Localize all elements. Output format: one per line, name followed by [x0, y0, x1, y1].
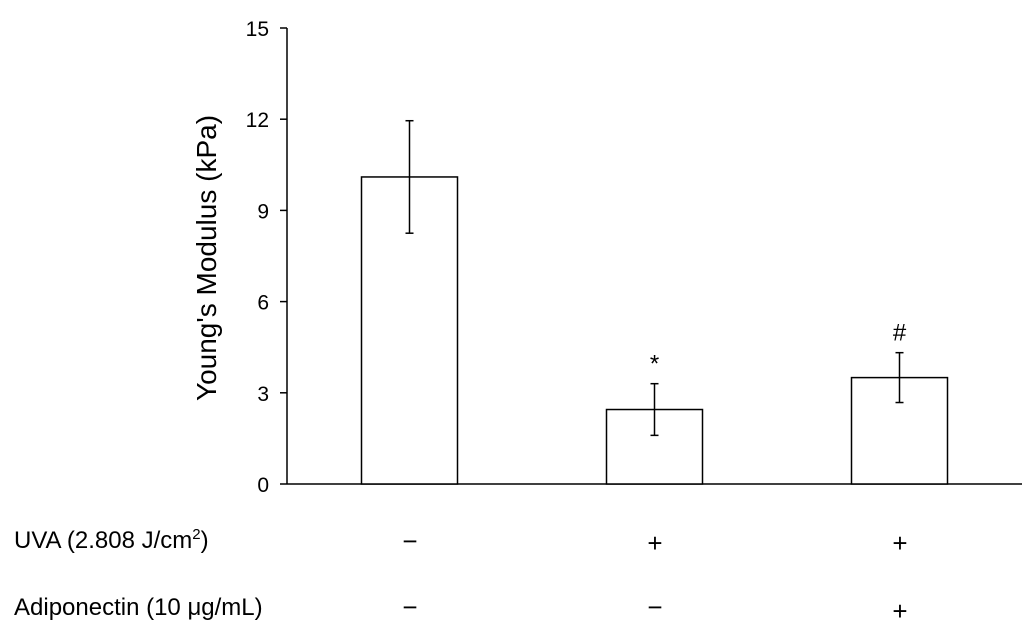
uva-label-superscript: 2 — [192, 526, 201, 543]
adiponectin-sign-uva: − — [647, 592, 663, 622]
y-tick-label: 0 — [257, 474, 269, 497]
annotations: *# — [650, 320, 907, 378]
y-axis-title: Young's Modulus (kPa) — [191, 115, 222, 401]
significance-marker: # — [893, 320, 907, 347]
y-tick-label: 9 — [257, 200, 269, 223]
uva-label-suffix: ) — [200, 527, 209, 554]
adiponectin-sign-control: − — [402, 592, 418, 622]
uva-label-text: UVA (2.808 J/cm — [14, 527, 193, 554]
adiponectin-sign-uva-adiponectin: + — [892, 596, 908, 626]
significance-marker: * — [650, 351, 659, 378]
uva-sign-control: − — [402, 526, 418, 556]
uva-sign-uva-adiponectin: + — [892, 528, 908, 558]
y-tick-label: 3 — [257, 383, 269, 406]
y-tick-label: 15 — [246, 18, 269, 41]
uva-sign-uva: + — [647, 528, 663, 558]
y-tick-label: 12 — [246, 109, 269, 132]
y-tick-label: 6 — [257, 292, 269, 315]
error-bars — [405, 119, 904, 437]
bars — [360, 176, 949, 485]
adiponectin-condition-label: Adiponectin (10 μg/mL) — [14, 594, 263, 621]
uva-condition-label: UVA (2.808 J/cm2) — [14, 526, 209, 554]
